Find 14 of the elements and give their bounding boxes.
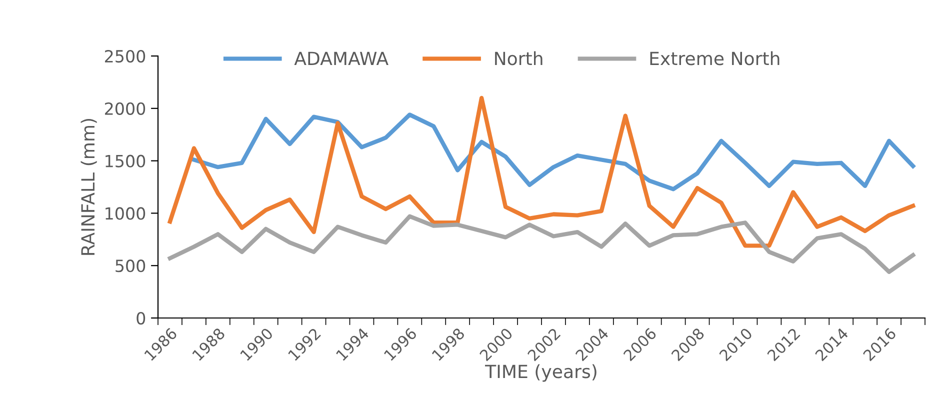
legend-label: North [495, 51, 542, 66]
y-tick-label: 1000 [106, 207, 146, 220]
y-tick-label: 0 [136, 312, 146, 325]
y-tick-label: 2000 [105, 102, 146, 115]
legend-label: ADAMAWA [294, 52, 388, 66]
y-tick-label: 2500 [105, 50, 146, 63]
y-axis-title: RAINFALL (mm) [80, 118, 97, 255]
y-tick-label: 1500 [106, 154, 146, 168]
line-series [192, 112, 916, 192]
line-series [168, 214, 916, 274]
legend-label: Extreme North [650, 51, 780, 66]
x-axis-title: TIME (years) [485, 364, 596, 382]
y-tick-label: 500 [116, 260, 146, 272]
line-series [168, 96, 916, 248]
